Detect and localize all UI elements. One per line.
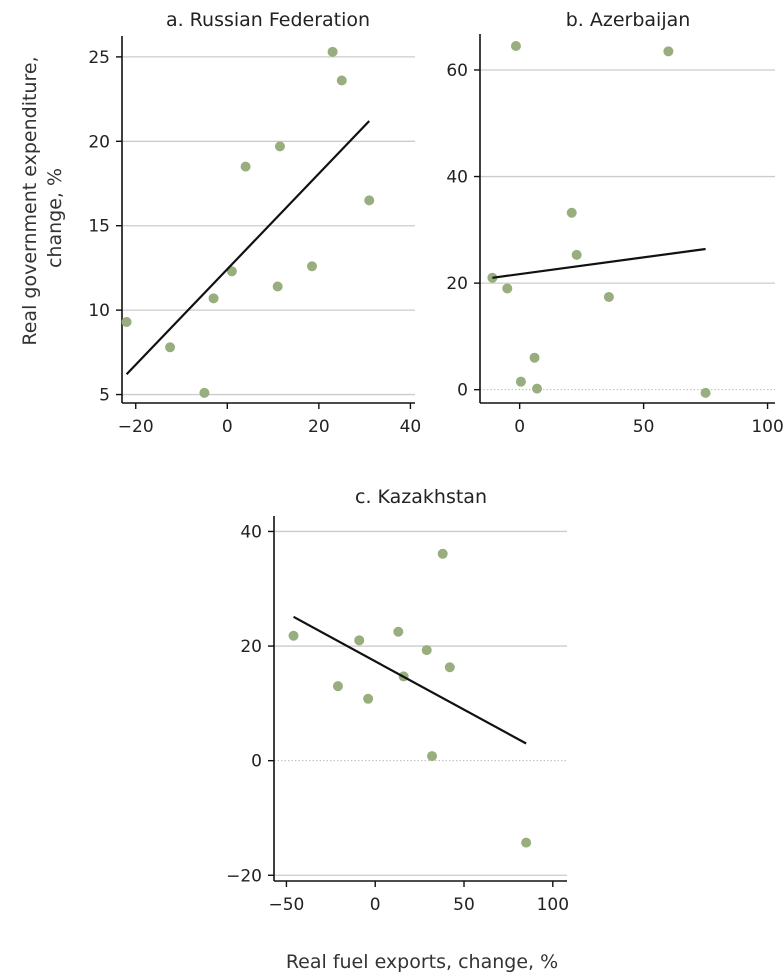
trend-line <box>492 247 706 279</box>
data-point <box>515 376 526 387</box>
panel-1: b. Azerbaijan 0 20 40 60 0 50 100 <box>446 9 783 437</box>
y-axis-title-line2: change, % <box>44 168 66 268</box>
y-tick-label: 10 <box>88 301 110 321</box>
x-tick-label: 20 <box>308 417 330 437</box>
data-point <box>700 387 711 398</box>
data-point <box>364 195 375 206</box>
data-point <box>240 161 251 172</box>
data-point <box>521 837 532 848</box>
y-tick-label: 15 <box>88 217 110 237</box>
data-point <box>272 281 283 292</box>
data-point <box>327 46 338 57</box>
x-tick-label: 100 <box>751 417 783 437</box>
y-tick-label: 20 <box>88 132 110 152</box>
data-point <box>437 548 448 559</box>
y-axis-title-line1: Real government expenditure, <box>19 56 41 345</box>
y-tick-label: 60 <box>446 61 468 81</box>
y-tick-label: 40 <box>446 168 468 188</box>
data-point <box>274 141 285 152</box>
panel-title: c. Kazakhstan <box>355 486 487 508</box>
data-point <box>121 316 132 327</box>
trend-line <box>293 615 527 745</box>
y-tick-label: 0 <box>457 381 468 401</box>
y-tick-label: 5 <box>99 386 110 406</box>
data-point <box>393 626 404 637</box>
data-point <box>354 635 365 646</box>
data-point <box>199 387 210 398</box>
data-point <box>566 207 577 218</box>
data-point <box>444 662 455 673</box>
x-tick-label: 0 <box>222 417 233 437</box>
data-point <box>663 46 674 57</box>
data-point <box>363 693 374 704</box>
x-tick-label: 0 <box>514 417 525 437</box>
x-axis-title: Real fuel exports, change, % <box>286 951 558 973</box>
panel-title: b. Azerbaijan <box>566 9 691 31</box>
trend-line <box>125 120 371 376</box>
data-point <box>226 266 237 277</box>
data-point <box>427 751 438 762</box>
data-point <box>336 75 347 86</box>
x-tick-label: −50 <box>268 895 304 915</box>
y-tick-label: 25 <box>88 48 110 68</box>
data-point <box>571 249 582 260</box>
y-tick-label: 20 <box>240 637 262 657</box>
data-point <box>502 283 513 294</box>
data-point <box>165 342 176 353</box>
x-tick-label: −20 <box>118 417 154 437</box>
data-point <box>603 291 614 302</box>
y-tick-label: 0 <box>251 752 262 772</box>
y-tick-label: −20 <box>226 866 262 886</box>
x-tick-label: 40 <box>400 417 422 437</box>
data-point <box>306 261 317 272</box>
panel-2: c. Kazakhstan −20 0 20 40 −50 0 50 100 <box>226 486 569 915</box>
data-point <box>510 40 521 51</box>
data-point <box>208 293 219 304</box>
panel-title: a. Russian Federation <box>166 9 370 31</box>
panel-0: a. Russian Federation 5 10 15 20 25 −20 0 20 40 <box>88 9 421 437</box>
x-tick-label: 50 <box>633 417 655 437</box>
y-tick-label: 40 <box>240 522 262 542</box>
data-point <box>421 645 432 656</box>
data-point <box>332 681 343 692</box>
data-point <box>288 630 299 641</box>
x-tick-label: 50 <box>453 895 475 915</box>
data-point <box>532 383 543 394</box>
data-point <box>529 352 540 363</box>
x-tick-label: 100 <box>537 895 569 915</box>
y-tick-label: 20 <box>446 274 468 294</box>
x-tick-label: 0 <box>370 895 381 915</box>
